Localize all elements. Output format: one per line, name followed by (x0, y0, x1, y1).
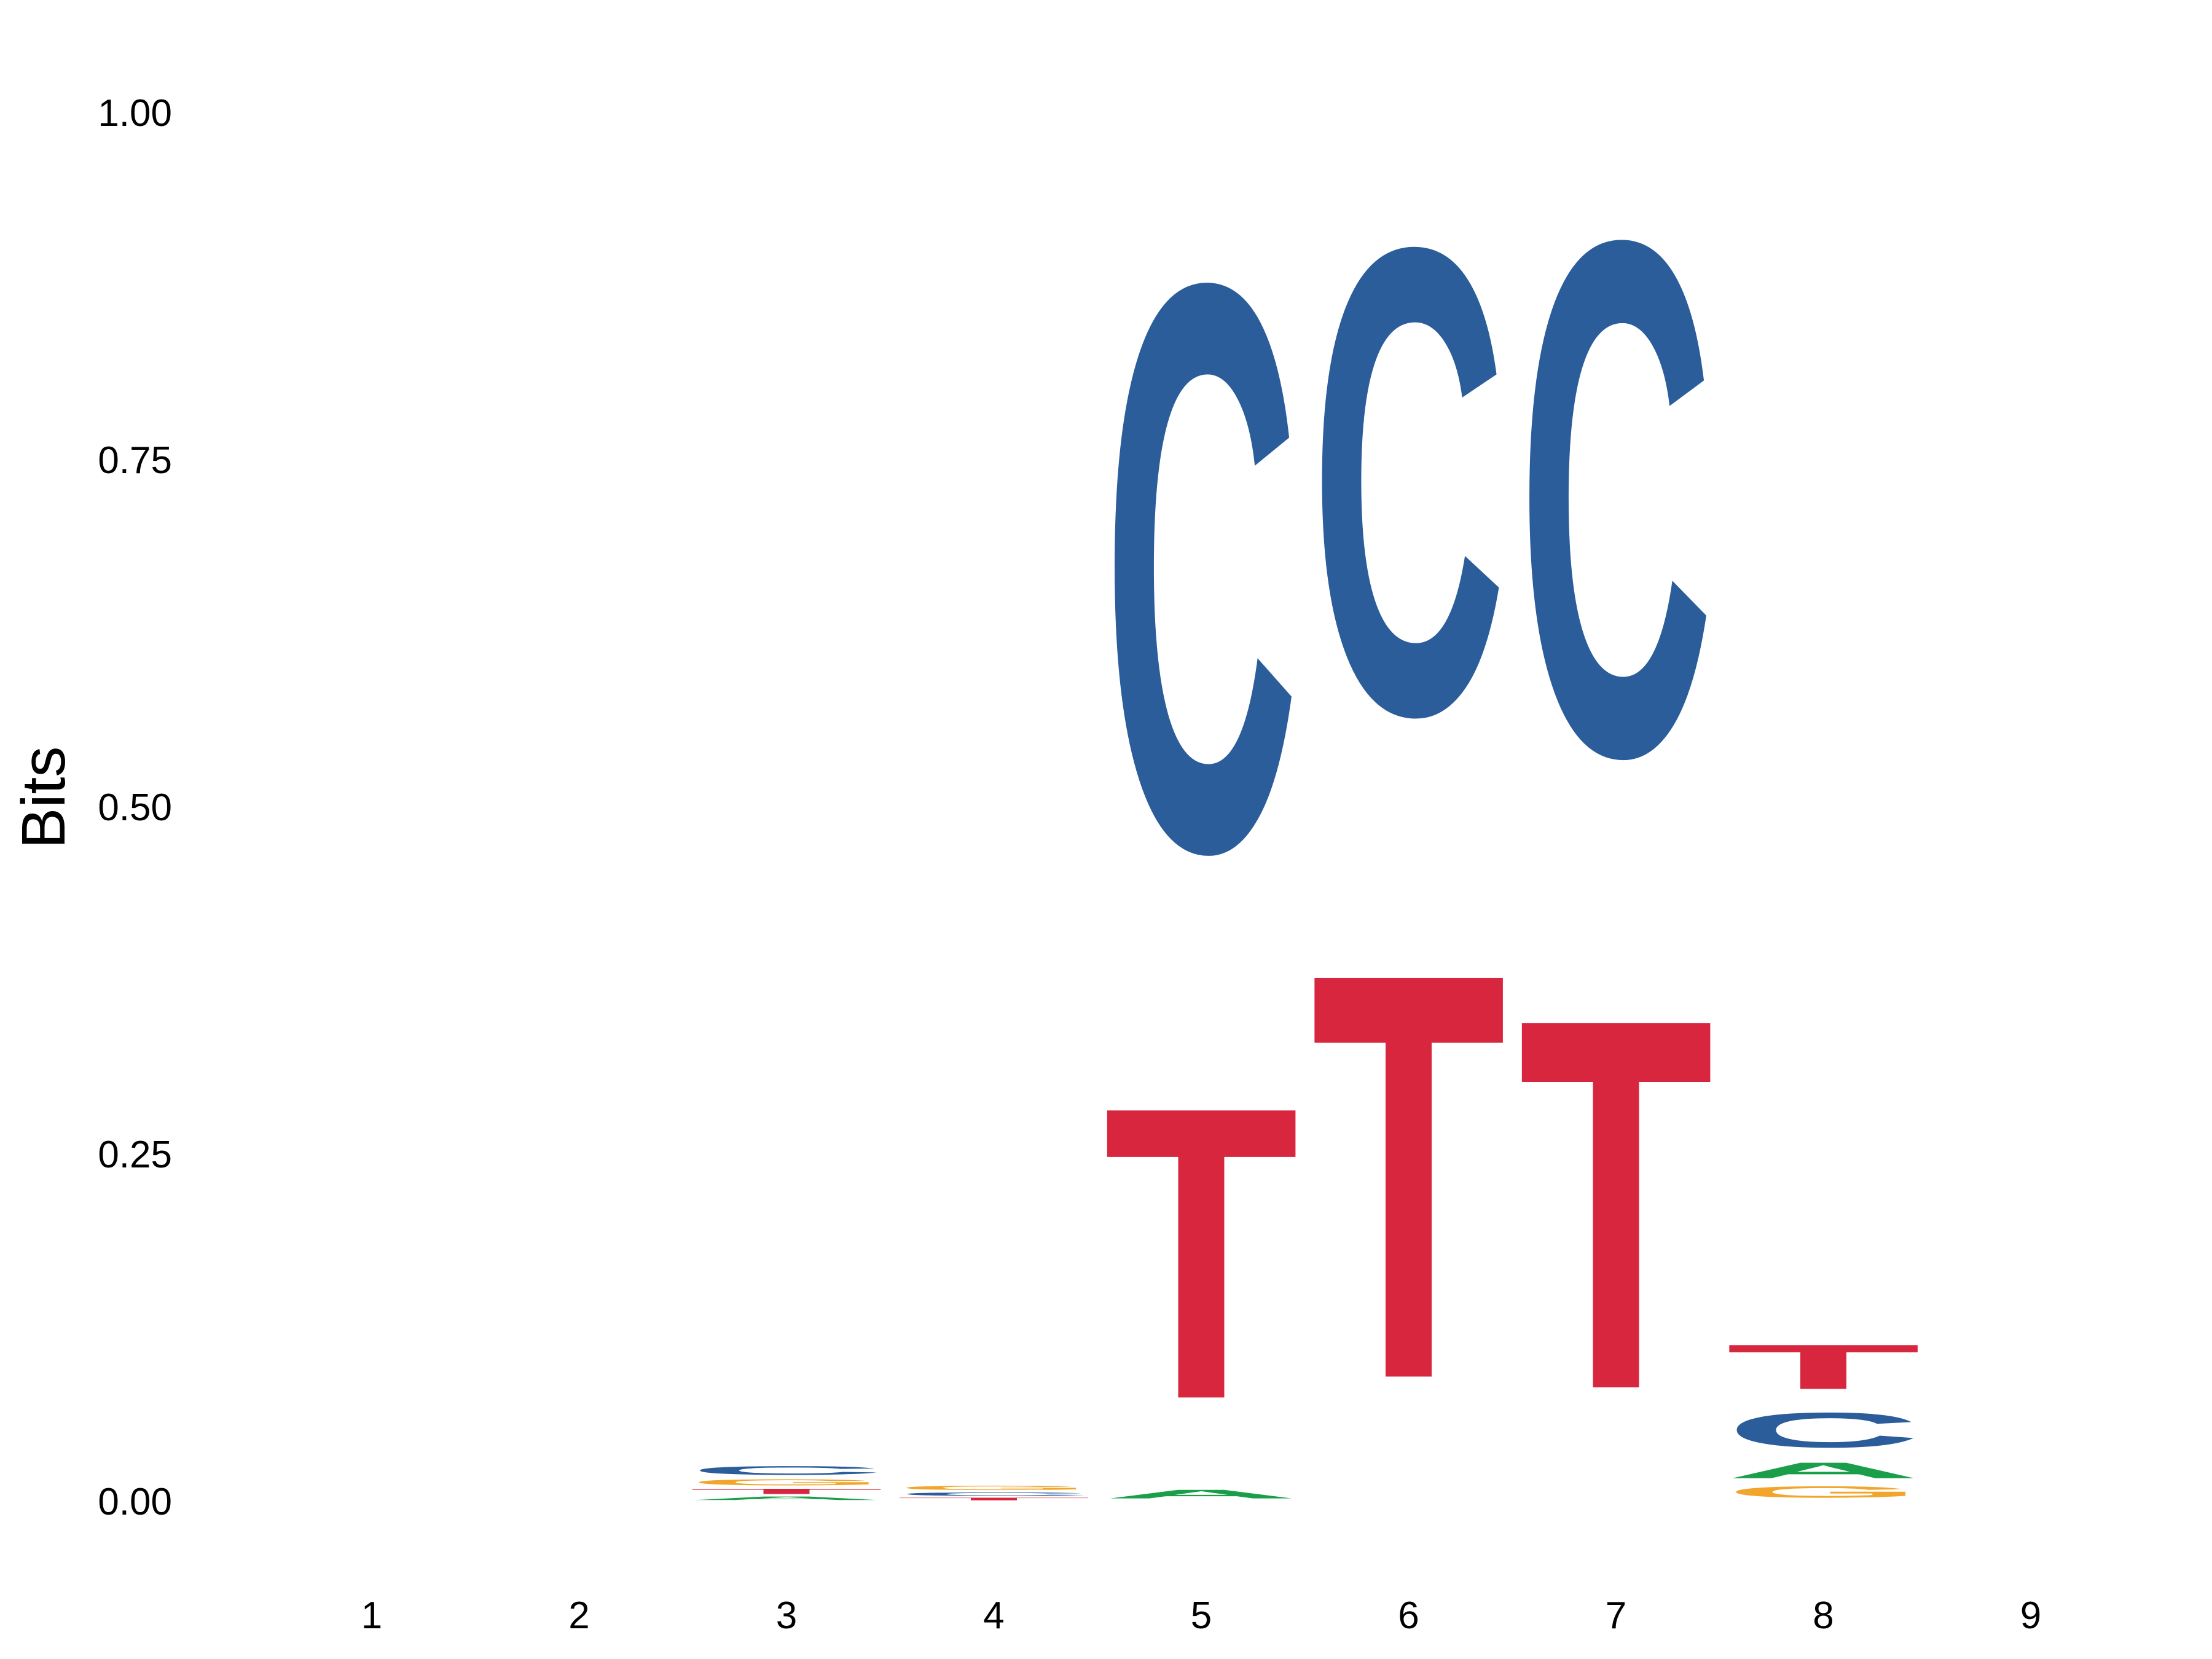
x-tick-label: 6 (1398, 1594, 1419, 1637)
y-tick-label: 0.50 (98, 786, 172, 829)
logo-letter-c: C (1726, 1402, 1921, 1458)
logo-letter-g: G (896, 1484, 1092, 1491)
y-tick-labels: 0.00 0.25 0.50 0.75 1.00 (98, 92, 172, 1523)
y-axis-title: Bits (9, 747, 78, 849)
x-tick-label: 2 (568, 1594, 589, 1637)
x-tick-label: 9 (2020, 1594, 2041, 1637)
logo-letter-t: T (1311, 853, 1507, 1500)
logo-letter-a: A (1104, 1487, 1299, 1501)
y-tick-label: 1.00 (98, 92, 172, 135)
x-tick-label: 5 (1191, 1594, 1212, 1637)
logo-letter-t: T (689, 1487, 884, 1496)
x-tick-label: 7 (1606, 1594, 1626, 1637)
logo-letter-g: G (1726, 1483, 1921, 1501)
logo-letter-t: T (1518, 908, 1714, 1499)
logo-letter-c: C (1104, 116, 1299, 1020)
logo-letter-g: G (689, 1478, 884, 1488)
x-tick-label: 3 (776, 1594, 797, 1637)
logo-letter-c: C (1518, 87, 1714, 908)
x-tick-labels: 1 2 3 4 5 6 7 8 9 (361, 1594, 2041, 1637)
logo-letter-c: C (896, 1491, 1092, 1497)
y-tick-label: 0.25 (98, 1134, 172, 1176)
logo-letter-t: T (1726, 1332, 1921, 1403)
x-tick-label: 4 (983, 1594, 1004, 1637)
x-tick-label: 8 (1813, 1594, 1834, 1637)
x-tick-label: 1 (361, 1594, 382, 1637)
logo-letter-a: A (689, 1496, 884, 1501)
logo-letter-a: A (1726, 1458, 1921, 1483)
logo-letter-c: C (1311, 110, 1507, 854)
logo-letter-c: C (689, 1464, 884, 1478)
logo-letter-t: T (1104, 1020, 1299, 1486)
logo-letter-t: T (896, 1497, 1092, 1501)
y-tick-label: 0.00 (98, 1481, 172, 1523)
y-tick-label: 0.75 (98, 439, 172, 482)
